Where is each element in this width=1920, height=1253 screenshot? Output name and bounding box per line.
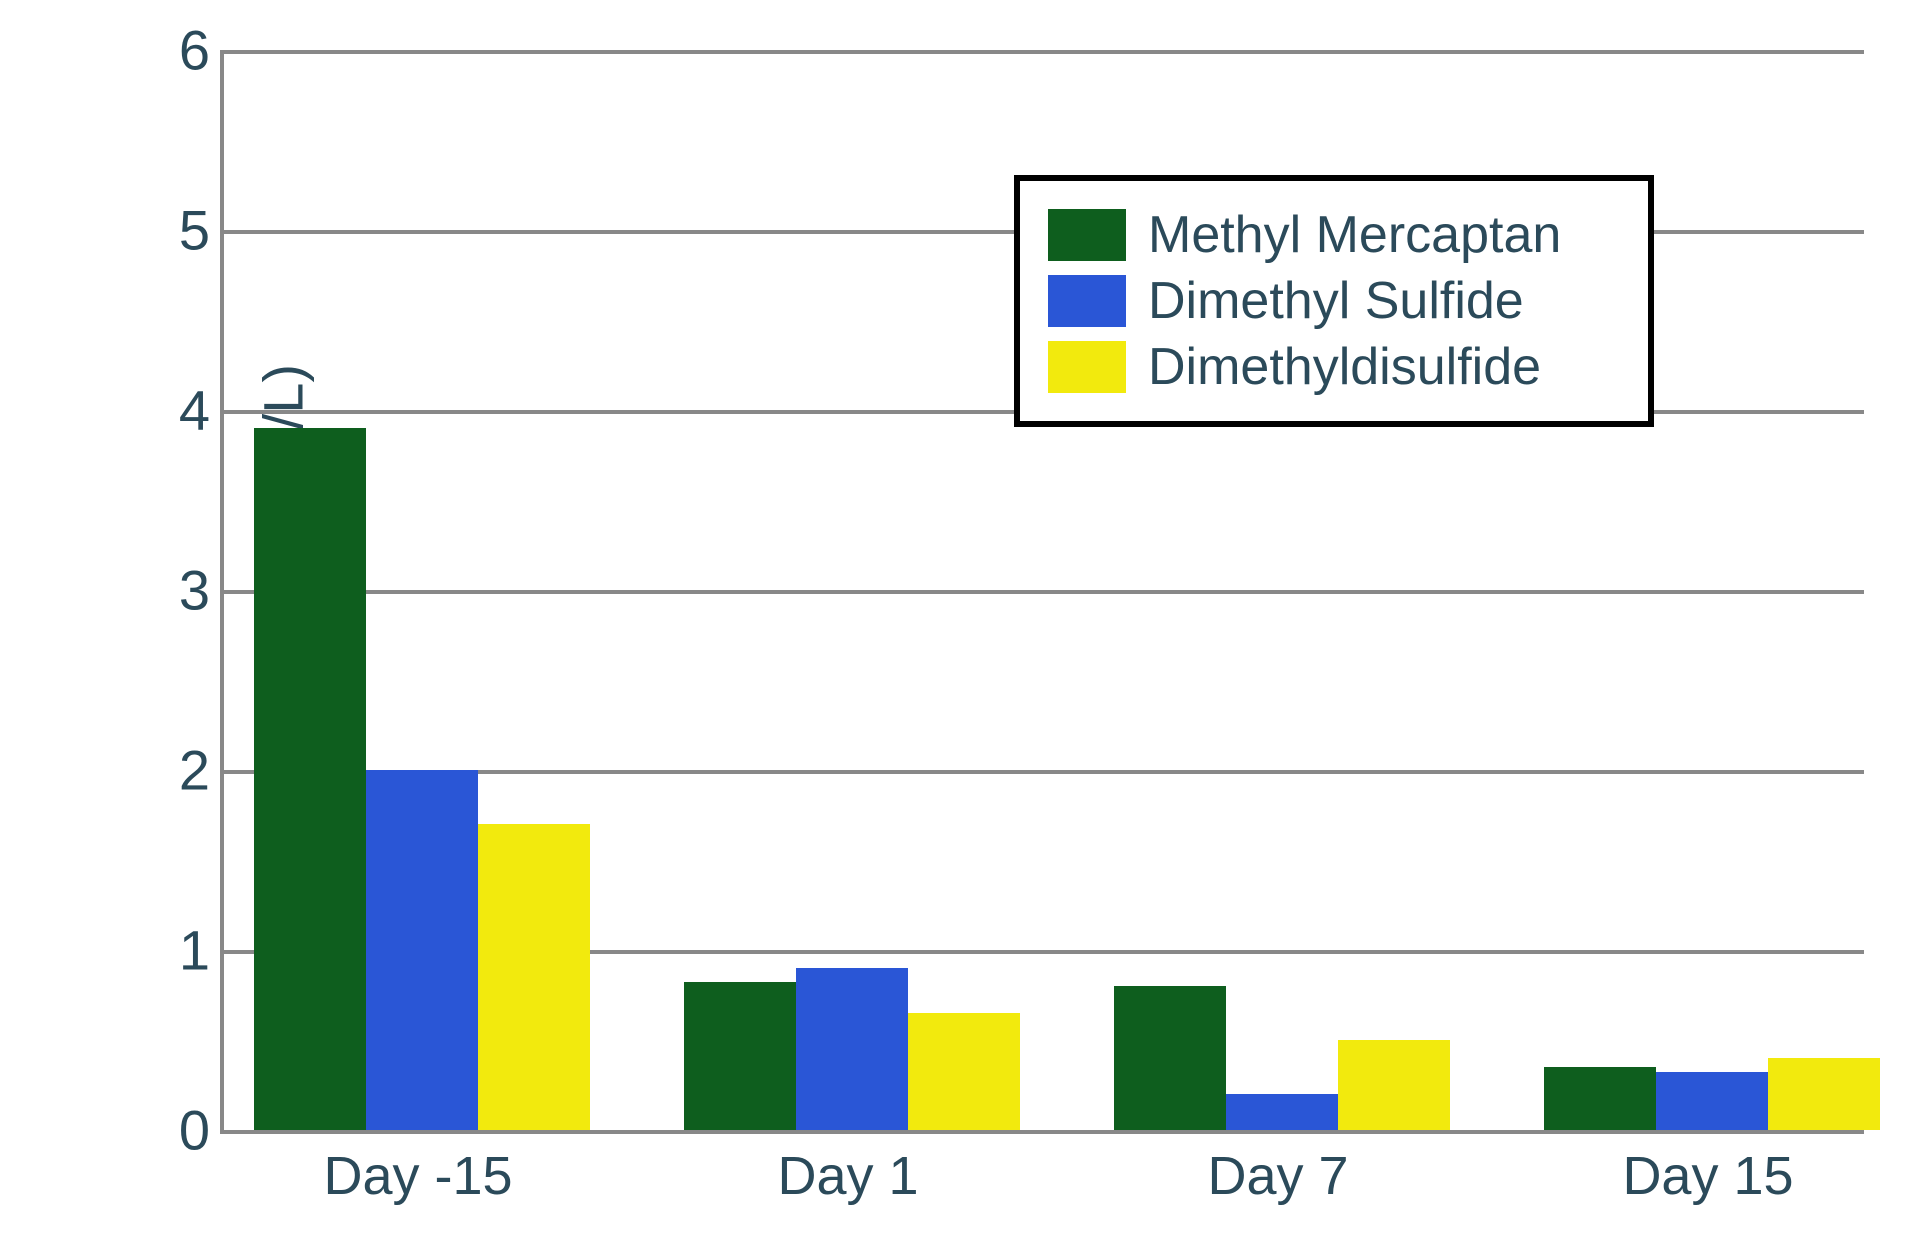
legend-swatch-1: [1048, 275, 1126, 327]
y-tick-0: 0: [130, 1098, 210, 1163]
y-tick-6: 6: [130, 18, 210, 83]
legend-swatch-0: [1048, 209, 1126, 261]
x-tick-1: Day 1: [708, 1145, 988, 1207]
concentration-bar-chart: Concentration (mg/L) 0 1 2 3 4 5 6: [0, 0, 1920, 1253]
y-tick-3: 3: [130, 558, 210, 623]
bar-s2-g1: [908, 1013, 1020, 1130]
bar-s0-g3: [1544, 1067, 1656, 1130]
legend-swatch-2: [1048, 341, 1126, 393]
legend-item-1: Dimethyl Sulfide: [1048, 271, 1620, 331]
bar-s1-g0: [366, 770, 478, 1130]
bar-group-1: [654, 50, 1064, 1130]
bar-s1-g3: [1656, 1072, 1768, 1130]
legend-item-2: Dimethyldisulfide: [1048, 337, 1620, 397]
plot-area: Methyl Mercaptan Dimethyl Sulfide Dimeth…: [220, 50, 1864, 1134]
x-tick-3: Day 15: [1568, 1145, 1848, 1207]
bar-s0-g2: [1114, 986, 1226, 1130]
bar-s0-g0: [254, 428, 366, 1130]
y-tick-5: 5: [130, 198, 210, 263]
x-tick-0: Day -15: [278, 1145, 558, 1207]
legend-label-0: Methyl Mercaptan: [1148, 205, 1561, 265]
y-tick-4: 4: [130, 378, 210, 443]
legend-label-2: Dimethyldisulfide: [1148, 337, 1541, 397]
bar-s2-g2: [1338, 1040, 1450, 1130]
bar-s2-g3: [1768, 1058, 1880, 1130]
y-tick-2: 2: [130, 738, 210, 803]
x-tick-2: Day 7: [1138, 1145, 1418, 1207]
y-tick-1: 1: [130, 918, 210, 983]
bar-s0-g1: [684, 982, 796, 1130]
chart-legend: Methyl Mercaptan Dimethyl Sulfide Dimeth…: [1014, 175, 1654, 427]
legend-label-1: Dimethyl Sulfide: [1148, 271, 1524, 331]
bar-group-0: [224, 50, 634, 1130]
bar-s1-g1: [796, 968, 908, 1130]
bar-s1-g2: [1226, 1094, 1338, 1130]
legend-item-0: Methyl Mercaptan: [1048, 205, 1620, 265]
bar-s2-g0: [478, 824, 590, 1130]
